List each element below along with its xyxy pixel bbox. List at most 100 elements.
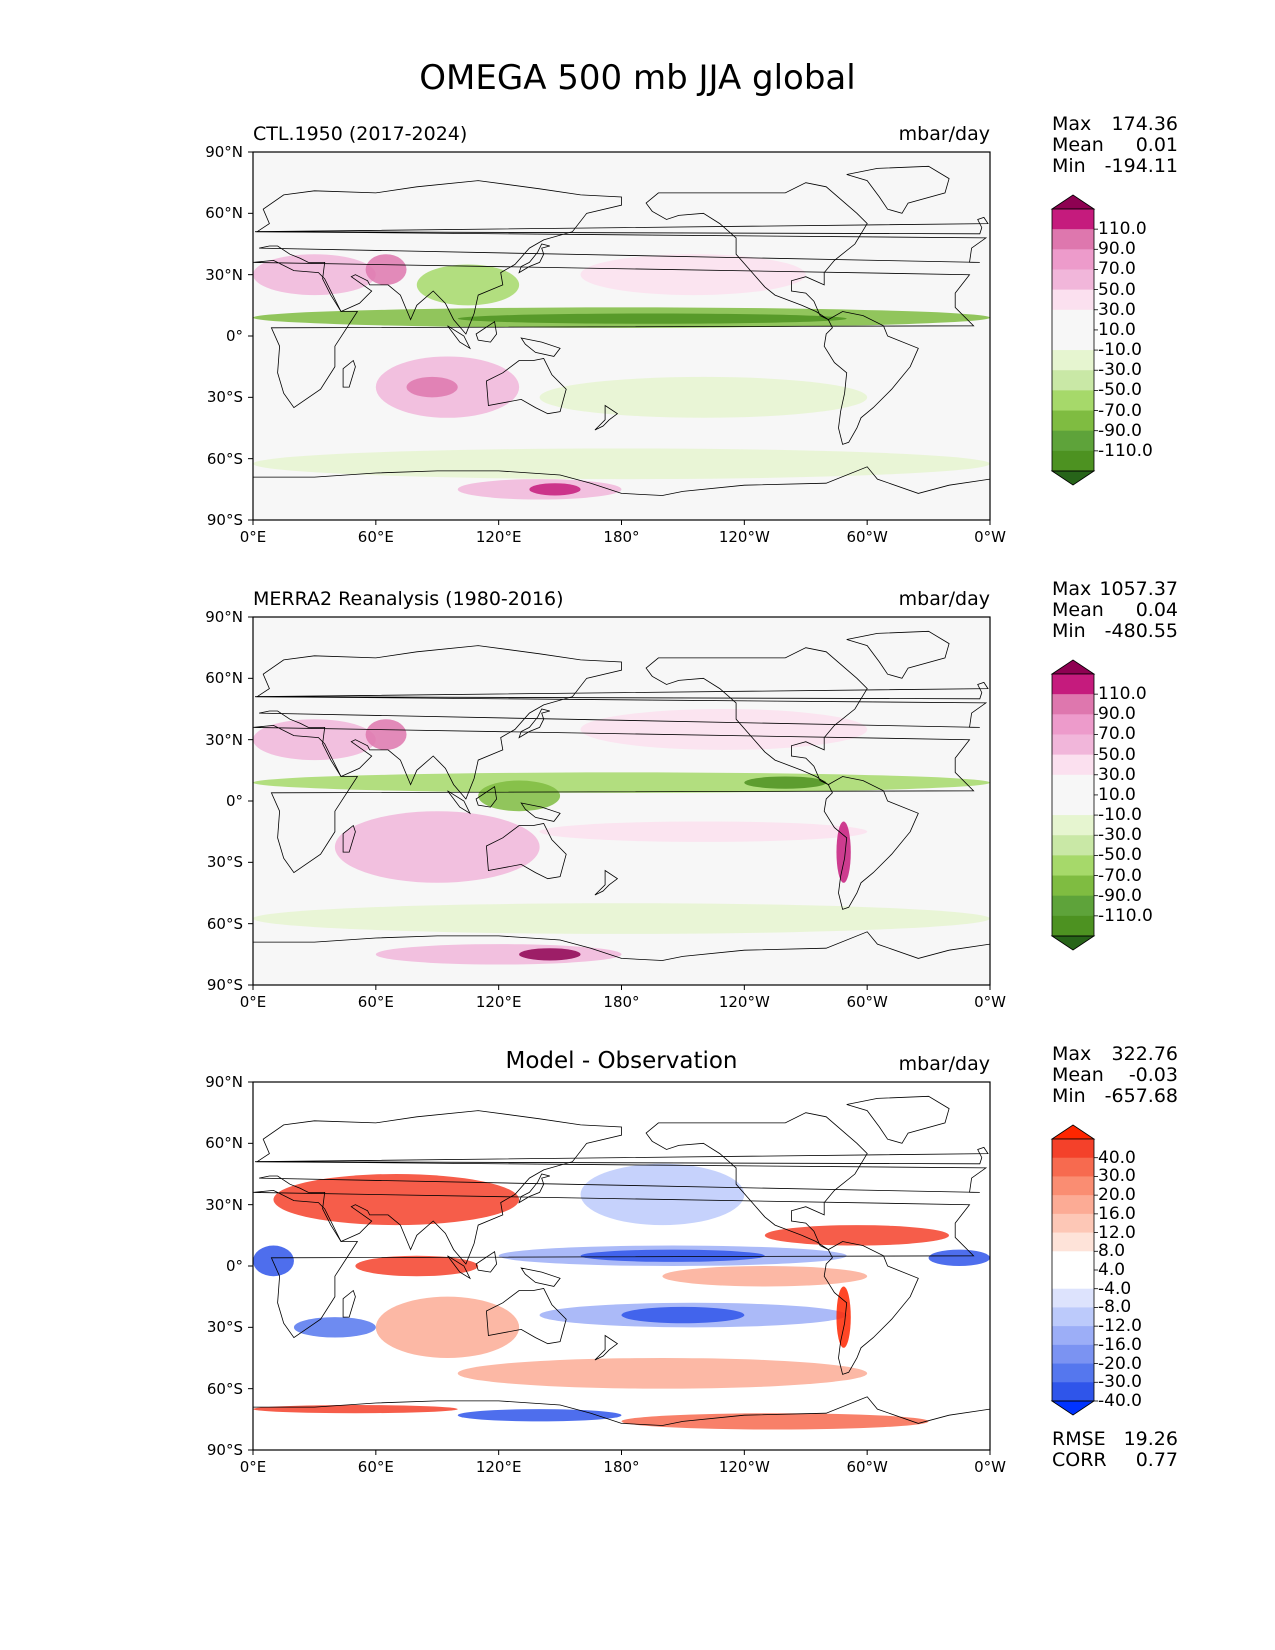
field-blob <box>253 719 376 761</box>
stat-value: 19.26 <box>1123 1428 1178 1450</box>
coastline <box>253 724 975 874</box>
coastline <box>823 1241 919 1375</box>
field-blob <box>457 1358 868 1389</box>
stat-row: Min -657.68 <box>1052 1086 1178 1107</box>
colorbar-extend-top <box>1050 1124 1096 1140</box>
field-blob <box>293 1317 376 1338</box>
colorbar-obs <box>1050 659 1098 951</box>
stat-row: Max 322.76 <box>1052 1044 1178 1065</box>
colorbar-band <box>1052 309 1094 331</box>
coastline <box>447 790 471 815</box>
colorbar-label: -110.0 <box>1098 440 1153 461</box>
field-blob <box>744 776 827 789</box>
lon-tick-label: 60°W <box>846 528 888 546</box>
coastline <box>846 165 950 214</box>
colorbar-label: -90.0 <box>1098 885 1142 906</box>
lon-tick-label: 0°W <box>974 1458 1006 1476</box>
field-blob <box>621 1306 745 1324</box>
coastline <box>594 404 619 431</box>
lat-tick-label: 90°N <box>205 608 243 626</box>
colorbar-band <box>1052 1270 1094 1290</box>
panel-units: mbar/day <box>898 123 990 145</box>
coastline <box>823 776 919 910</box>
stat-row: CORR 0.77 <box>1052 1450 1178 1471</box>
field-shading <box>253 254 990 500</box>
stat-value: 0.04 <box>1135 599 1178 621</box>
field-blob <box>580 254 806 296</box>
stat-value: 174.36 <box>1111 113 1178 135</box>
colorbar-label: -70.0 <box>1098 865 1142 886</box>
field-blob <box>529 483 581 496</box>
colorbar-extend-bottom <box>1050 935 1096 951</box>
map-panel-diff <box>248 1081 991 1455</box>
lat-tick-label: 60°S <box>206 449 243 468</box>
lat-tick-label: 90°S <box>206 976 243 994</box>
colorbar-band <box>1052 1344 1094 1365</box>
field-blob <box>365 719 407 750</box>
coastline <box>253 931 990 985</box>
lat-tick-label: 60°N <box>205 669 243 688</box>
panel-extra-stats: RMSE 19.26 CORR 0.77 <box>1052 1429 1178 1471</box>
stat-value: -657.68 <box>1104 1085 1178 1107</box>
lat-tick-label: 60°N <box>205 204 243 223</box>
field-blob <box>253 772 990 793</box>
stat-row: Max 174.36 <box>1052 114 1178 135</box>
stat-row: RMSE 19.26 <box>1052 1429 1178 1450</box>
stat-value: 0.01 <box>1135 134 1178 156</box>
coastline <box>645 182 868 320</box>
panel-center-title: Model - Observation <box>505 1048 738 1074</box>
colorbar-band <box>1052 1251 1094 1271</box>
colorbar-band <box>1052 1382 1094 1402</box>
colorbar-band <box>1052 450 1094 472</box>
field-blob <box>539 376 868 418</box>
coastline <box>518 708 550 739</box>
colorbar-label: -12.0 <box>1098 1316 1142 1337</box>
coastline <box>518 1173 550 1204</box>
field-shading <box>253 1163 990 1430</box>
colorbar-label: -10.0 <box>1098 340 1142 361</box>
colorbar-band <box>1052 410 1094 432</box>
stat-label: Min <box>1052 155 1086 177</box>
stat-value: 0.77 <box>1135 1449 1178 1471</box>
colorbar-label: 40.0 <box>1098 1147 1136 1168</box>
field-blob <box>580 1163 745 1226</box>
field-blob <box>457 313 847 324</box>
coastline <box>475 786 498 808</box>
coastline <box>253 466 990 520</box>
colorbar-label: 30.0 <box>1098 764 1136 785</box>
colorbar-band <box>1052 329 1094 351</box>
field-blob <box>355 1255 479 1277</box>
coastline <box>447 325 471 350</box>
coastline <box>594 1334 619 1361</box>
field-blob <box>621 1413 929 1430</box>
colorbar-band <box>1052 754 1094 776</box>
stat-label: Max <box>1052 578 1092 600</box>
stat-label: Min <box>1052 1085 1086 1107</box>
coastline <box>255 645 988 800</box>
coastline <box>846 1095 950 1144</box>
colorbar-band <box>1052 915 1094 937</box>
field-blob <box>253 1245 294 1277</box>
figure-title: OMEGA 500 mb JJA global <box>419 58 856 98</box>
field-blob <box>253 903 990 934</box>
lon-tick-label: 0°E <box>239 528 267 546</box>
coastlines <box>253 630 990 985</box>
lat-tick-label: 30°N <box>205 730 243 749</box>
colorbar-band <box>1052 1139 1094 1159</box>
colorbar-band <box>1052 774 1094 796</box>
colorbar-band <box>1052 694 1094 715</box>
field-blob <box>457 1409 622 1422</box>
lon-tick-label: 60°E <box>357 993 394 1011</box>
field-blob <box>406 376 458 398</box>
colorbar-label: 12.0 <box>1098 1222 1136 1243</box>
colorbar-band <box>1052 209 1094 230</box>
field-blob <box>580 1249 765 1262</box>
lon-tick-label: 120°E <box>475 993 522 1011</box>
colorbar-extend-bottom <box>1050 1400 1096 1416</box>
coastline <box>594 869 619 896</box>
coastlines <box>253 165 990 520</box>
coastline <box>342 824 356 853</box>
field-blob <box>365 254 407 285</box>
lat-tick-label: 30°N <box>205 265 243 284</box>
colorbar-band <box>1052 1307 1094 1327</box>
